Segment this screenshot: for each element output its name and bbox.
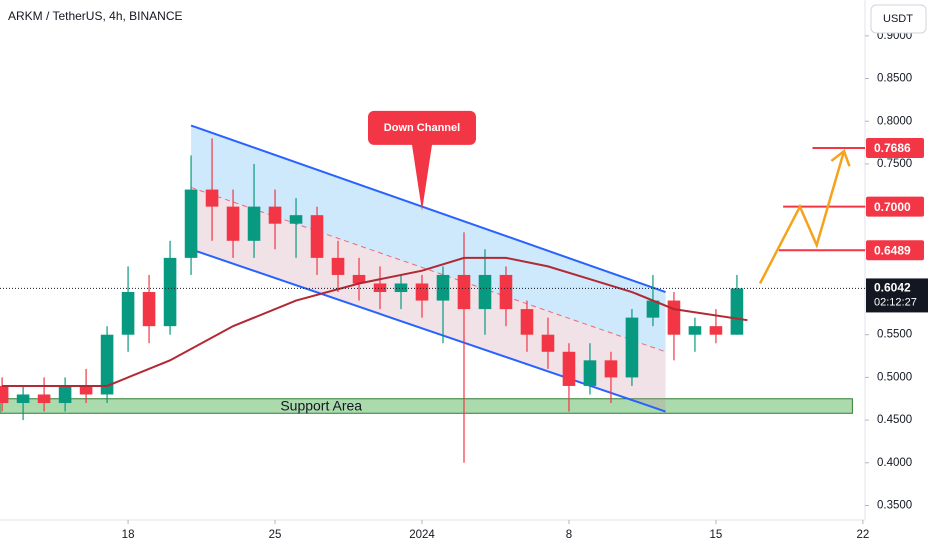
candle-body (667, 300, 681, 335)
candle-body (226, 206, 240, 241)
candle-body (247, 206, 261, 241)
candle-body (625, 317, 639, 378)
candle-body (436, 274, 450, 301)
candle-body (16, 394, 30, 404)
candle-body (394, 283, 408, 293)
candle-body (0, 385, 9, 404)
candle-body (268, 206, 282, 224)
candle-body (709, 326, 723, 335)
chart-title: ARKM / TetherUS, 4h, BINANCE (8, 9, 183, 23)
level-tag (866, 240, 924, 261)
candle-body (373, 283, 387, 293)
x-tick-label: 8 (566, 529, 572, 541)
y-tick-label: 0.4000 (877, 457, 912, 469)
candle-body (100, 334, 114, 395)
candle-body (541, 334, 555, 352)
x-tick-label: 15 (710, 529, 723, 541)
candle-body (646, 300, 660, 318)
level-tag (866, 196, 924, 217)
support-label: Support Area (280, 398, 362, 414)
currency-button[interactable] (870, 4, 927, 34)
y-tick-label: 0.3500 (877, 500, 912, 512)
x-tick-label: 25 (269, 529, 282, 541)
level-tag-label: 0.7686 (874, 141, 911, 155)
x-tick-label: 2024 (409, 529, 435, 541)
level-tag-label: 0.7000 (874, 200, 911, 214)
candle-body (310, 215, 324, 258)
candle-body (331, 257, 345, 275)
candle-body (478, 274, 492, 310)
candle-body (415, 283, 429, 301)
candle-body (37, 394, 51, 404)
currency-button-label[interactable]: USDT (883, 13, 913, 25)
y-tick-label: 0.4500 (877, 414, 912, 426)
countdown: 02:12:27 (874, 296, 917, 308)
candle-body (352, 274, 366, 284)
candle-body (457, 274, 471, 310)
candle-body (205, 189, 219, 207)
projection-arrowhead (830, 149, 851, 167)
candle-body (142, 292, 156, 327)
y-tick-label: 0.5000 (877, 371, 912, 383)
candle-body (583, 360, 597, 386)
candle-body (604, 360, 618, 378)
support-area (0, 398, 853, 414)
last-price-tag (866, 278, 928, 313)
candle-body (184, 189, 198, 258)
y-tick-label: 0.5500 (877, 329, 912, 341)
candle-body (58, 385, 72, 404)
callout-box (368, 110, 477, 211)
candle-body (121, 292, 135, 335)
x-tick-label: 22 (857, 529, 870, 541)
candle-body (499, 274, 513, 310)
y-tick-label: 0.8500 (877, 73, 912, 85)
candle-body (163, 257, 177, 327)
level-tag-label: 0.6489 (874, 243, 911, 257)
projection-path (758, 150, 846, 285)
callout-text: Down Channel (384, 122, 460, 134)
y-tick-label: 0.8000 (877, 115, 912, 127)
candle-body (688, 326, 702, 335)
x-tick-label: 18 (122, 529, 135, 541)
candle-body (79, 385, 93, 395)
channel-upper (190, 124, 666, 293)
last-price-label: 0.6042 (874, 281, 911, 295)
candle-body (289, 215, 303, 224)
level-tag (866, 138, 924, 159)
channel-upper-fill (191, 125, 666, 352)
y-tick-label: 0.7500 (877, 158, 912, 170)
moving-average (2, 256, 748, 387)
candle-body (730, 288, 744, 335)
candle-body (520, 309, 534, 335)
candle-body (562, 351, 576, 386)
